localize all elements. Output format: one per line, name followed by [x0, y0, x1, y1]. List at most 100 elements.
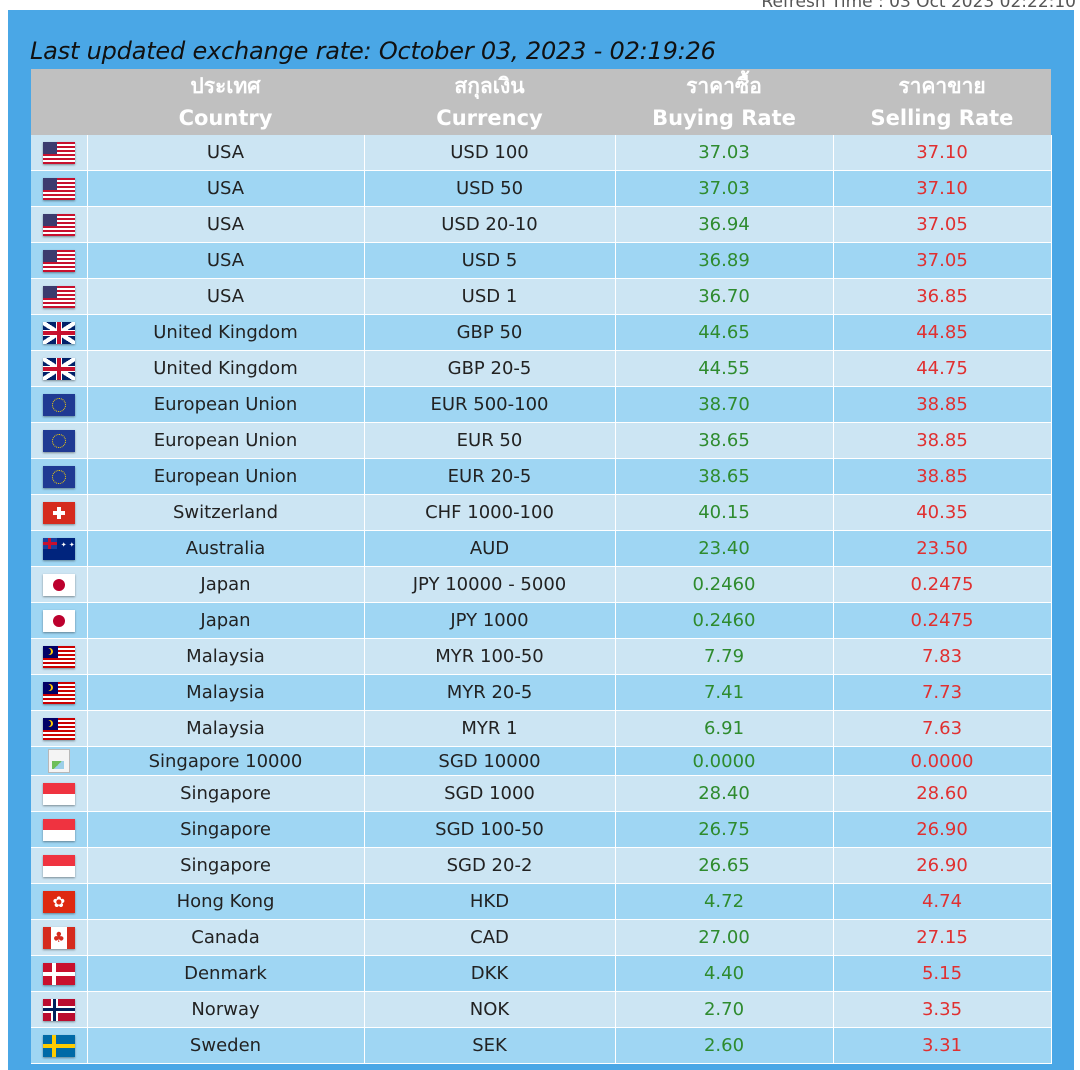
- selling-rate-cell: 3.31: [833, 1027, 1052, 1064]
- buying-rate-cell: 27.00: [615, 919, 834, 956]
- currency-cell: NOK: [364, 991, 616, 1028]
- currency-cell: CAD: [364, 919, 616, 956]
- buying-rate-cell: 36.89: [615, 242, 834, 279]
- country-cell: USA: [87, 170, 365, 207]
- selling-rate-cell: 36.85: [833, 278, 1052, 315]
- us-flag-icon: [42, 285, 75, 308]
- table-row: Malaysia MYR 100-50 7.79 7.83: [31, 638, 1052, 675]
- table-row: European Union EUR 500-100 38.70 38.85: [31, 386, 1052, 423]
- flag-cell: [31, 206, 88, 243]
- country-cell: Canada: [87, 919, 365, 956]
- country-cell: Malaysia: [87, 674, 365, 711]
- table-row: USA USD 5 36.89 37.05: [31, 242, 1052, 279]
- table-row: USA USD 20-10 36.94 37.05: [31, 206, 1052, 243]
- currency-cell: EUR 20-5: [364, 458, 616, 495]
- country-cell: European Union: [87, 422, 365, 459]
- buying-rate-cell: 2.70: [615, 991, 834, 1028]
- flag-cell: [31, 386, 88, 423]
- us-flag-icon: [42, 141, 75, 164]
- country-cell: Switzerland: [87, 494, 365, 531]
- currency-cell: JPY 10000 - 5000: [364, 566, 616, 603]
- table-row: Norway NOK 2.70 3.35: [31, 991, 1052, 1028]
- buying-rate-cell: 2.60: [615, 1027, 834, 1064]
- flag-cell: [31, 314, 88, 351]
- currency-cell: HKD: [364, 883, 616, 920]
- buying-rate-cell: 44.65: [615, 314, 834, 351]
- flag-cell: [31, 991, 88, 1028]
- selling-rate-cell: 0.0000: [833, 746, 1052, 776]
- table-row: USA USD 100 37.03 37.10: [31, 135, 1052, 171]
- buying-rate-cell: 4.40: [615, 955, 834, 992]
- australia-flag-icon: [42, 537, 75, 560]
- currency-cell: JPY 1000: [364, 602, 616, 639]
- currency-cell: USD 50: [364, 170, 616, 207]
- selling-rate-cell: 0.2475: [833, 602, 1052, 639]
- table-row: Malaysia MYR 1 6.91 7.63: [31, 710, 1052, 747]
- us-flag-icon: [42, 249, 75, 272]
- currency-header-english: Currency: [436, 106, 543, 130]
- country-cell: USA: [87, 206, 365, 243]
- flag-cell: [31, 883, 88, 920]
- selling-rate-cell: 28.60: [833, 775, 1052, 812]
- buying-rate-cell: 26.65: [615, 847, 834, 884]
- buying-rate-cell: 38.65: [615, 422, 834, 459]
- hongkong-flag-icon: [42, 890, 75, 913]
- buying-rate-cell: 0.0000: [615, 746, 834, 776]
- table-row: European Union EUR 50 38.65 38.85: [31, 422, 1052, 459]
- currency-cell: AUD: [364, 530, 616, 567]
- canada-flag-icon: [42, 926, 75, 949]
- eu-flag-icon: [42, 465, 75, 488]
- singapore-flag-icon: [42, 782, 75, 805]
- currency-cell: SGD 1000: [364, 775, 616, 812]
- buying-rate-cell: 37.03: [615, 135, 834, 171]
- selling-header-english: Selling Rate: [870, 106, 1014, 130]
- flag-cell: [31, 602, 88, 639]
- flag-cell: [31, 638, 88, 675]
- currency-cell: USD 100: [364, 135, 616, 171]
- uk-flag-icon: [42, 357, 75, 380]
- currency-cell: EUR 500-100: [364, 386, 616, 423]
- table-row: Singapore 10000 SGD 10000 0.0000 0.0000: [31, 746, 1052, 776]
- rate-table-body: USA USD 100 37.03 37.10 USA USD 50 37.03 37.10 U…: [31, 135, 1052, 1064]
- selling-rate-cell: 40.35: [833, 494, 1052, 531]
- country-header-thai: ประเทศ: [190, 74, 261, 98]
- selling-rate-cell: 37.05: [833, 242, 1052, 279]
- country-cell: European Union: [87, 458, 365, 495]
- table-row: European Union EUR 20-5 38.65 38.85: [31, 458, 1052, 495]
- norway-flag-icon: [42, 998, 75, 1021]
- flag-cell: [31, 955, 88, 992]
- selling-rate-cell: 38.85: [833, 386, 1052, 423]
- country-cell: Australia: [87, 530, 365, 567]
- country-cell: Japan: [87, 566, 365, 603]
- country-cell: Malaysia: [87, 638, 365, 675]
- flag-cell: [31, 919, 88, 956]
- table-row: Denmark DKK 4.40 5.15: [31, 955, 1052, 992]
- currency-header-thai: สกุลเงิน: [454, 74, 525, 98]
- table-row: Singapore SGD 20-2 26.65 26.90: [31, 847, 1052, 884]
- buying-rate-cell: 28.40: [615, 775, 834, 812]
- flag-cell: [31, 775, 88, 812]
- country-cell: United Kingdom: [87, 314, 365, 351]
- currency-cell: MYR 1: [364, 710, 616, 747]
- selling-rate-cell: 38.85: [833, 422, 1052, 459]
- buying-rate-cell: 38.70: [615, 386, 834, 423]
- currency-cell: MYR 100-50: [364, 638, 616, 675]
- table-row: Malaysia MYR 20-5 7.41 7.73: [31, 674, 1052, 711]
- flag-cell: [31, 494, 88, 531]
- table-row: USA USD 1 36.70 36.85: [31, 278, 1052, 315]
- table-row: Singapore SGD 100-50 26.75 26.90: [31, 811, 1052, 848]
- country-column-header: ประเทศ Country: [87, 69, 364, 135]
- table-row: Japan JPY 1000 0.2460 0.2475: [31, 602, 1052, 639]
- buying-rate-cell: 4.72: [615, 883, 834, 920]
- currency-cell: DKK: [364, 955, 616, 992]
- buying-rate-cell: 26.75: [615, 811, 834, 848]
- country-header-english: Country: [178, 106, 273, 130]
- flag-cell: [31, 170, 88, 207]
- selling-header-thai: ราคาขาย: [898, 74, 986, 98]
- selling-rate-cell: 37.05: [833, 206, 1052, 243]
- malaysia-flag-icon: [42, 645, 75, 668]
- buying-rate-cell: 40.15: [615, 494, 834, 531]
- table-row: United Kingdom GBP 50 44.65 44.85: [31, 314, 1052, 351]
- selling-rate-cell: 4.74: [833, 883, 1052, 920]
- selling-rate-cell: 44.75: [833, 350, 1052, 387]
